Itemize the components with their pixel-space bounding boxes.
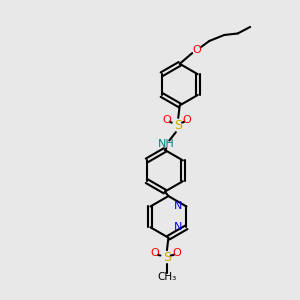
Text: N: N (174, 202, 182, 212)
Text: O: O (150, 248, 159, 258)
Text: CH₃: CH₃ (157, 272, 177, 282)
Text: O: O (172, 248, 181, 258)
Text: O: O (183, 115, 191, 125)
Text: NH: NH (158, 139, 175, 149)
Text: S: S (163, 251, 171, 264)
Text: O: O (193, 45, 201, 55)
Text: S: S (174, 119, 182, 132)
Text: O: O (162, 115, 171, 125)
Text: N: N (174, 222, 182, 232)
